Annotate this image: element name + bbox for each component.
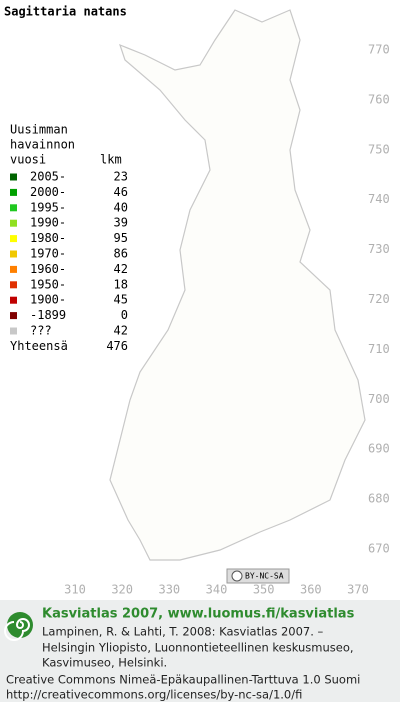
legend-count: 46 xyxy=(114,185,128,199)
y-coordinate-label: 720 xyxy=(368,292,390,306)
x-coordinate-label: 310 xyxy=(64,583,86,597)
legend-swatch xyxy=(10,173,17,181)
legend-swatch xyxy=(10,327,17,335)
y-coordinate-label: 690 xyxy=(368,442,390,456)
x-coordinate-label: 320 xyxy=(111,583,133,597)
legend-count: 23 xyxy=(114,170,128,184)
x-coordinate-label: 330 xyxy=(158,583,180,597)
legend-count: 86 xyxy=(114,247,128,261)
legend-label: 1980- xyxy=(30,231,66,245)
citation: Lampinen, R. & Lahti, T. 2008: Kasviatla… xyxy=(42,625,324,639)
legend-swatch xyxy=(10,312,17,320)
y-coordinate-label: 710 xyxy=(368,342,390,356)
legend-label: 2000- xyxy=(30,185,66,199)
legend-total: 476 xyxy=(106,339,128,353)
y-coordinate-label: 680 xyxy=(368,492,390,506)
finland-outline xyxy=(109,9,366,561)
y-coordinate-label: 740 xyxy=(368,192,390,206)
legend-swatch xyxy=(10,250,17,258)
logo xyxy=(4,612,33,641)
legend-label: 1990- xyxy=(30,216,66,230)
legend-label: ??? xyxy=(30,324,52,338)
legend-total-label: Yhteensä xyxy=(10,339,68,353)
citation: Helsingin Yliopisto, Luonnontieteellinen… xyxy=(42,641,354,655)
footer-background xyxy=(0,600,400,702)
license-text: Creative Commons Nimeä-Epäkaupallinen-Ta… xyxy=(6,673,360,687)
x-coordinate-label: 370 xyxy=(347,583,369,597)
legend-label: 2005- xyxy=(30,170,66,184)
legend-count: 42 xyxy=(114,262,128,276)
legend-count: 42 xyxy=(114,324,128,338)
map-title: Sagittaria natans xyxy=(4,5,127,19)
legend-label: 1960- xyxy=(30,262,66,276)
license-badge xyxy=(226,568,290,584)
legend-swatch xyxy=(10,188,17,196)
legend-count: 39 xyxy=(114,216,128,230)
legend-swatch xyxy=(10,281,17,289)
license-url: http://creativecommons.org/licenses/by-n… xyxy=(6,688,302,702)
legend-count: 95 xyxy=(114,231,128,245)
y-coordinate-label: 750 xyxy=(368,142,390,156)
legend-swatch xyxy=(10,204,17,212)
legend-swatch xyxy=(10,296,17,304)
legend-count: 18 xyxy=(114,277,128,291)
y-coordinate-label: 730 xyxy=(368,242,390,256)
footer-heading: Kasviatlas 2007, www.luomus.fi/kasviatla… xyxy=(42,607,355,622)
legend-swatch xyxy=(10,265,17,273)
x-coordinate-label: 360 xyxy=(300,583,322,597)
legend-label: 1970- xyxy=(30,247,66,261)
legend-swatch xyxy=(10,219,17,227)
legend-swatch xyxy=(10,235,17,243)
legend-heading: Uusimman xyxy=(10,123,68,137)
y-coordinate-label: 760 xyxy=(368,92,390,106)
legend-label: -1899 xyxy=(30,308,66,322)
license-badge-text: BY-NC-SA xyxy=(245,572,284,581)
x-coordinate-label: 340 xyxy=(206,583,228,597)
legend-column: lkm xyxy=(100,153,122,167)
legend-count: 0 xyxy=(121,308,128,322)
citation: Kasvimuseo, Helsinki. xyxy=(42,656,167,670)
y-coordinate-label: 670 xyxy=(368,542,390,556)
legend-column: vuosi xyxy=(10,153,46,167)
cc-icon xyxy=(231,570,243,582)
y-coordinate-label: 770 xyxy=(368,43,390,57)
legend-heading: havainnon xyxy=(10,138,75,152)
legend-count: 40 xyxy=(114,200,128,214)
legend-label: 1995- xyxy=(30,200,66,214)
y-coordinate-label: 700 xyxy=(368,392,390,406)
legend-label: 1950- xyxy=(30,277,66,291)
x-coordinate-label: 350 xyxy=(253,583,275,597)
legend-count: 45 xyxy=(114,293,128,307)
legend-label: 1900- xyxy=(30,293,66,307)
